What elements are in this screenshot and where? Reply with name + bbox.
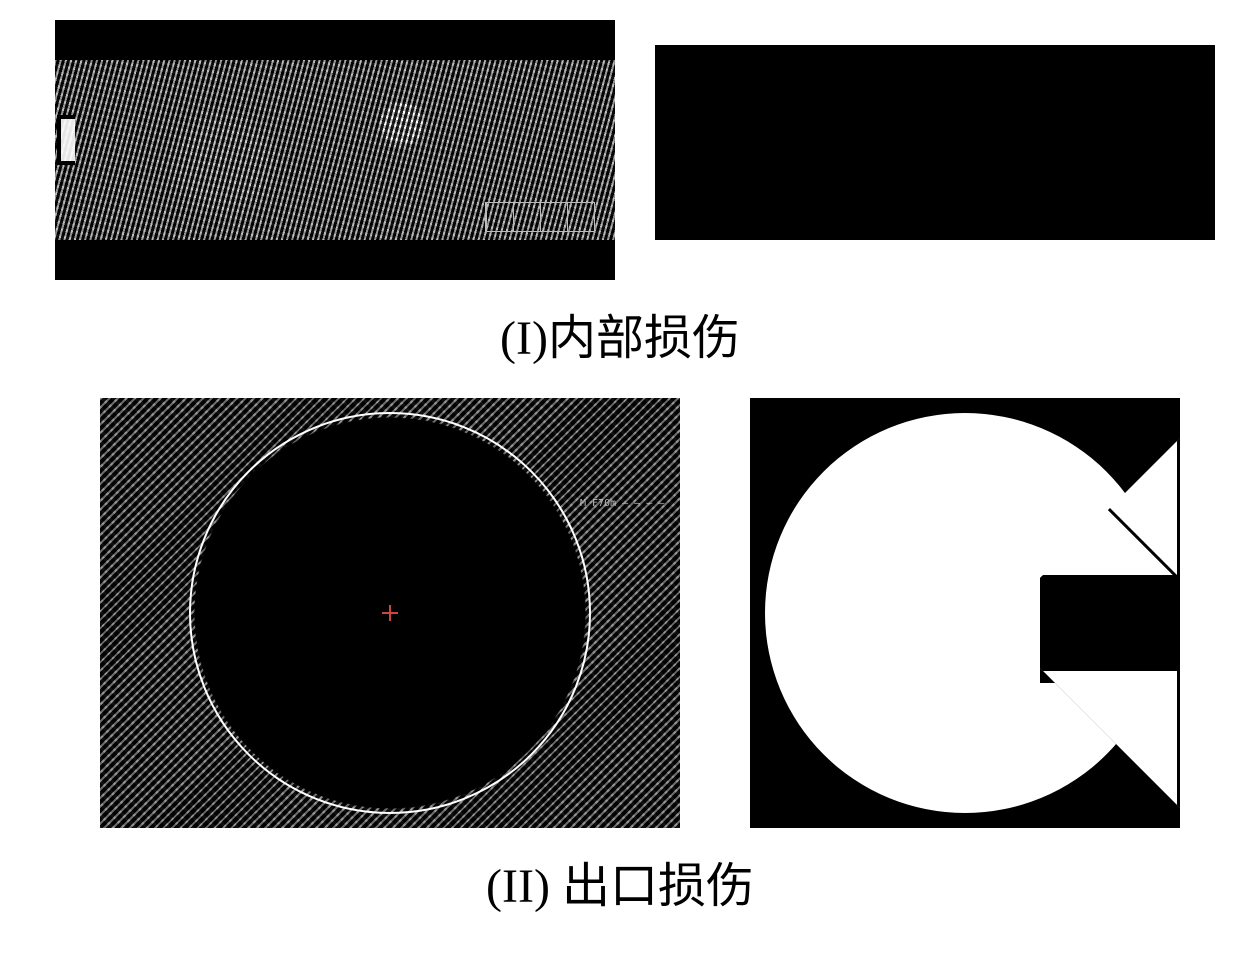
caption-internal-damage: (I)内部损伤 — [500, 298, 740, 368]
panel-internal-left-scan — [55, 20, 615, 280]
left-bracket-marker — [57, 115, 75, 165]
panel-exit-left-scan: M F70m — — — — — [100, 398, 680, 828]
row-internal-damage — [55, 20, 1215, 280]
row-exit-damage: M F70m — — — — — [100, 398, 1180, 828]
top-black-band — [55, 20, 615, 60]
measurement-info: M F70m — — — — — [580, 498, 670, 568]
right-mid-gap — [1040, 578, 1180, 683]
panel-exit-right-mask — [750, 398, 1180, 828]
panel-internal-right-solid — [655, 45, 1215, 240]
figure-container: (I)内部损伤 M F70m — — — — (II) 出口损伤 — [0, 0, 1240, 916]
caption-exit-damage: (II) 出口损伤 — [486, 846, 754, 916]
scalebar — [485, 202, 595, 232]
bottom-black-band — [55, 240, 615, 280]
center-cross-v — [389, 605, 391, 621]
